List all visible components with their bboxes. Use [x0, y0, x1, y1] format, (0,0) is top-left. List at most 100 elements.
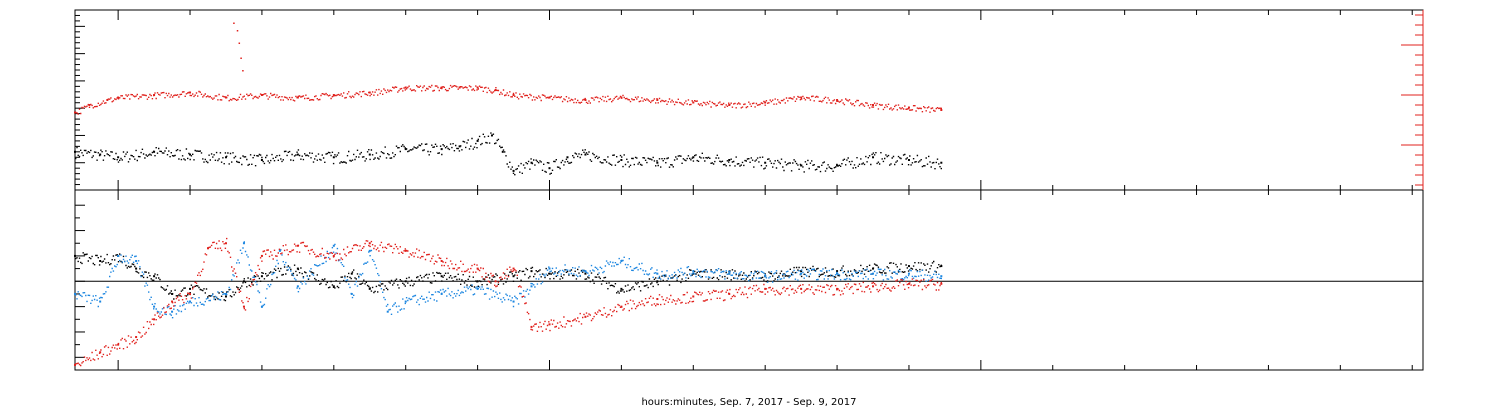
data-point	[440, 148, 443, 151]
data-point	[548, 267, 551, 270]
data-point	[404, 249, 407, 252]
data-point	[386, 310, 389, 313]
data-point	[940, 275, 943, 278]
data-point	[368, 91, 371, 94]
data-point	[872, 272, 875, 275]
data-point	[940, 282, 943, 285]
data-point	[764, 275, 767, 278]
data-point	[296, 153, 299, 156]
data-point	[260, 305, 263, 308]
data-point	[332, 254, 335, 257]
data-point	[728, 292, 731, 295]
data-point	[494, 89, 497, 91]
data-point	[368, 249, 371, 252]
data-point	[512, 300, 515, 303]
data-point	[224, 295, 227, 298]
data-point	[117, 254, 120, 257]
data-point	[242, 280, 245, 283]
x-axis-title: hours:minutes, Sep. 7, 2017 - Sep. 9, 20…	[641, 397, 856, 408]
data-point	[296, 96, 299, 99]
data-point	[476, 86, 479, 89]
data-point	[135, 267, 138, 270]
data-point	[224, 292, 227, 295]
data-point	[501, 150, 504, 153]
data-point	[566, 156, 569, 159]
data-point	[153, 150, 156, 153]
data-point	[620, 287, 623, 290]
data-point	[940, 265, 943, 268]
data-point	[117, 96, 120, 99]
data-point	[836, 164, 839, 167]
data-point	[153, 305, 156, 308]
bottom-panel-frame	[74, 189, 1424, 371]
data-point	[836, 287, 839, 290]
trace-1-1	[75, 241, 942, 319]
data-point	[99, 153, 102, 156]
data-point	[800, 270, 803, 273]
data-point	[620, 259, 623, 262]
data-point	[135, 259, 138, 262]
data-point	[74, 292, 76, 295]
data-point	[224, 156, 227, 159]
trace-0-1	[75, 84, 942, 115]
data-layer	[74, 22, 943, 367]
data-point	[728, 159, 731, 161]
data-point	[332, 156, 335, 159]
trace-1-2	[75, 237, 942, 367]
data-point	[584, 270, 587, 273]
data-point	[153, 94, 156, 96]
top-panel-frame	[74, 9, 1424, 191]
data-point	[458, 86, 461, 89]
data-point	[99, 351, 102, 354]
data-point	[530, 285, 533, 288]
data-point	[800, 287, 803, 290]
data-point	[189, 287, 192, 290]
data-point	[692, 295, 695, 298]
data-point	[728, 104, 731, 106]
data-point	[836, 272, 839, 275]
data-point	[171, 310, 174, 313]
data-point	[872, 267, 875, 270]
data-point	[584, 153, 587, 156]
data-point	[153, 275, 156, 278]
data-point	[332, 285, 335, 288]
data-point	[656, 272, 659, 275]
data-point	[99, 300, 102, 303]
data-point	[260, 159, 263, 161]
data-point	[476, 280, 479, 283]
data-point	[800, 272, 803, 275]
data-point	[404, 280, 407, 283]
data-point	[656, 161, 659, 164]
data-point	[907, 106, 910, 109]
data-point	[548, 323, 551, 326]
data-point	[940, 109, 943, 111]
data-point	[332, 94, 335, 96]
data-point	[548, 272, 551, 275]
data-point	[260, 254, 263, 257]
data-point	[332, 244, 335, 247]
data-point	[490, 134, 493, 137]
data-point	[296, 285, 299, 288]
data-point	[189, 292, 192, 295]
data-point	[189, 300, 192, 303]
data-point	[800, 164, 803, 167]
data-point	[117, 156, 120, 159]
data-point	[189, 91, 192, 94]
data-point	[548, 167, 551, 170]
data-point	[512, 94, 515, 96]
data-point	[224, 242, 227, 245]
data-point	[764, 161, 767, 164]
data-point	[494, 280, 497, 283]
data-point	[440, 275, 443, 278]
data-point	[907, 282, 910, 285]
data-point	[171, 292, 174, 295]
data-point	[620, 305, 623, 308]
data-point	[530, 270, 533, 273]
velocity-spike-point	[242, 70, 244, 72]
data-point	[764, 287, 767, 290]
data-point	[99, 259, 102, 262]
data-point	[88, 104, 91, 106]
data-point	[404, 86, 407, 89]
data-point	[656, 280, 659, 283]
